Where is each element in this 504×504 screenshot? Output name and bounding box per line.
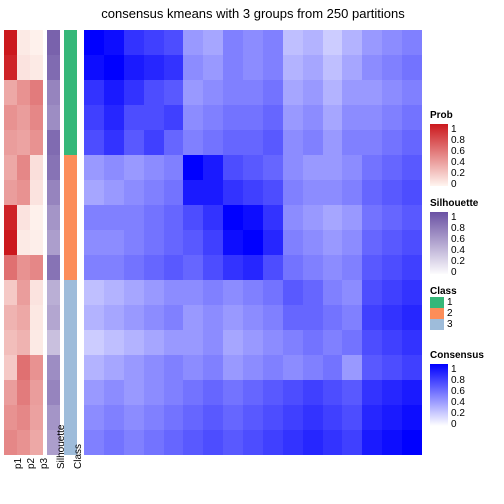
- label-p1: p1: [13, 458, 24, 469]
- legend-item: 1: [430, 297, 457, 308]
- legend-tick: 0.4: [451, 157, 465, 168]
- legend-tick: 0.8: [451, 223, 465, 234]
- legend-class: Class123: [430, 286, 457, 330]
- legend-title: Consensus: [430, 350, 484, 361]
- legend-tick: 0: [451, 267, 465, 278]
- legend-tick: 0.2: [451, 168, 465, 179]
- legend-tick: 0: [451, 179, 465, 190]
- annotation-col-p2: [17, 30, 30, 455]
- legend-gradient: [430, 124, 448, 186]
- legend-gradient: [430, 212, 448, 274]
- legend-tick: 0.6: [451, 386, 465, 397]
- legend-title: Silhouette: [430, 198, 478, 209]
- legend-item: 2: [430, 308, 457, 319]
- legend-title: Prob: [430, 110, 465, 121]
- legend-swatch: [430, 308, 444, 319]
- legend-title: Class: [430, 286, 457, 297]
- legend-label: 2: [447, 308, 453, 319]
- annotation-col-class: [64, 30, 77, 455]
- legend-prob: Prob 10.80.60.40.20: [430, 110, 465, 188]
- label-silhouette: Silhouette: [56, 425, 67, 469]
- legend-item: 3: [430, 319, 457, 330]
- legend-consensus: Consensus 10.80.60.40.20: [430, 350, 484, 428]
- consensus-heatmap: [84, 30, 422, 455]
- legend-tick: 0.4: [451, 245, 465, 256]
- label-class: Class: [73, 444, 84, 469]
- legend-tick: 1: [451, 212, 465, 223]
- legend-tick: 0: [451, 419, 465, 430]
- page-title: consensus kmeans with 3 groups from 250 …: [84, 6, 422, 21]
- legend-tick: 0.8: [451, 135, 465, 146]
- legend-swatch: [430, 297, 444, 308]
- legend-tick: 0.6: [451, 234, 465, 245]
- legend-label: 1: [447, 297, 453, 308]
- legend-gradient: [430, 364, 448, 426]
- annotation-col-p1: [4, 30, 17, 455]
- annotation-col-p3: [30, 30, 43, 455]
- legend-tick: 1: [451, 124, 465, 135]
- legend-label: 3: [447, 319, 453, 330]
- legend-tick: 0.4: [451, 397, 465, 408]
- legend-tick: 0.2: [451, 256, 465, 267]
- legend-silhouette: Silhouette 10.80.60.40.20: [430, 198, 478, 276]
- legend-swatch: [430, 319, 444, 330]
- annotation-col-silhouette: [47, 30, 60, 455]
- legend-tick: 0.6: [451, 146, 465, 157]
- legend-tick: 1: [451, 364, 465, 375]
- legend-tick: 0.2: [451, 408, 465, 419]
- label-p3: p3: [39, 458, 50, 469]
- label-p2: p2: [26, 458, 37, 469]
- legend-tick: 0.8: [451, 375, 465, 386]
